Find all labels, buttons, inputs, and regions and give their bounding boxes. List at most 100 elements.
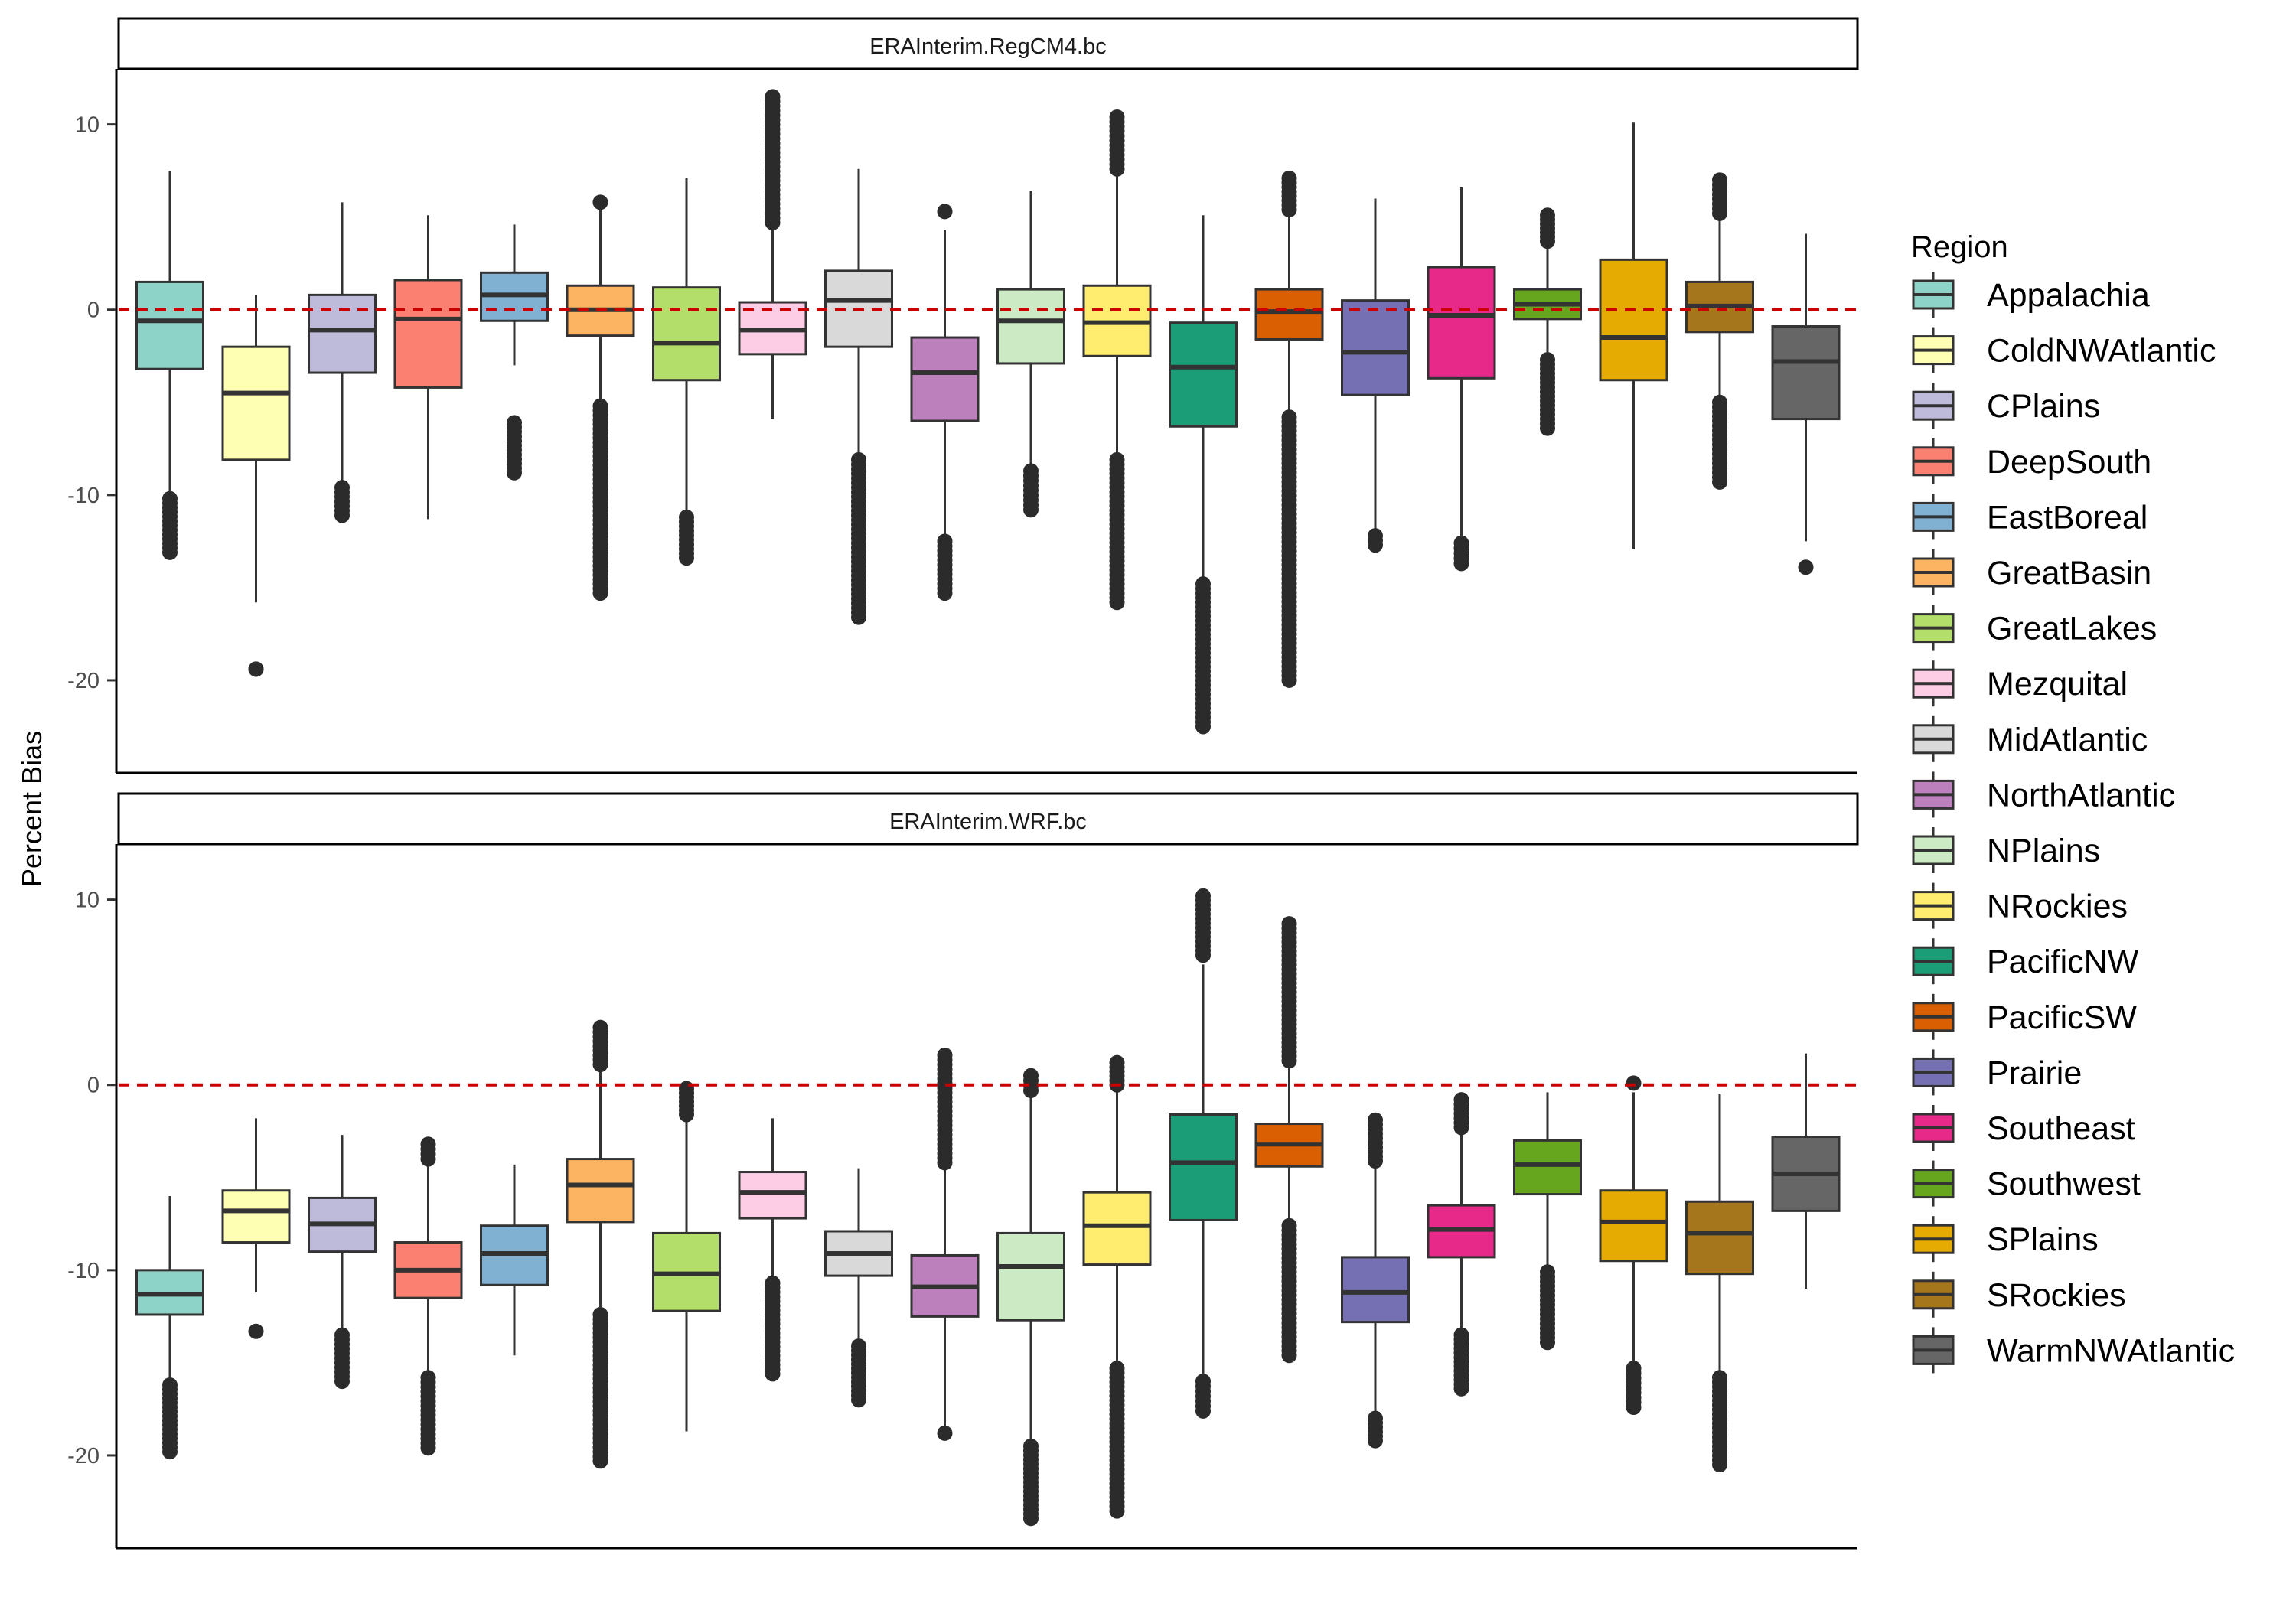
- box-prairie: [1341, 198, 1410, 553]
- legend-item-warmnwatlantic: WarmNWAtlantic: [1912, 1327, 2235, 1374]
- box-iqr: [996, 288, 1065, 365]
- outlier-point: [420, 1440, 436, 1456]
- box-eastboreal: [480, 1164, 549, 1356]
- outlier-point: [1023, 1083, 1039, 1098]
- outlier-point: [937, 585, 953, 601]
- box-nrockies: [1082, 109, 1152, 611]
- legend-label: PacificNW: [1987, 944, 2139, 980]
- legend-item-mezquital: Mezquital: [1912, 660, 2128, 707]
- legend-item-greatbasin: GreatBasin: [1912, 549, 2151, 595]
- outlier-point: [937, 1155, 953, 1171]
- box-iqr: [1599, 258, 1668, 382]
- box-coldnwatlantic: [221, 1118, 291, 1339]
- legend-item-appalachia: Appalachia: [1912, 272, 2150, 318]
- legend-title: Region: [1911, 230, 2008, 264]
- legend-item-prairie: Prairie: [1912, 1049, 2082, 1096]
- y-tick-label: -10: [67, 484, 99, 508]
- box-iqr: [1082, 1191, 1152, 1266]
- legend-item-deepsouth: DeepSouth: [1912, 438, 2151, 484]
- legend-item-cplains: CPlains: [1912, 383, 2100, 429]
- outlier-point: [1281, 202, 1297, 217]
- outlier-point: [1798, 559, 1814, 575]
- box-iqr: [1685, 1200, 1754, 1276]
- outlier-point: [1023, 1511, 1039, 1527]
- box-appalachia: [135, 1196, 204, 1460]
- box-greatlakes: [652, 178, 721, 566]
- outlier-point: [679, 550, 694, 566]
- outlier-point: [1453, 1120, 1469, 1136]
- legend-label: PacificSW: [1987, 999, 2137, 1036]
- legend-label: Southwest: [1987, 1166, 2141, 1203]
- y-tick-label: 10: [75, 888, 99, 913]
- outlier-point: [1712, 474, 1727, 490]
- box-iqr: [221, 1189, 291, 1244]
- outlier-point: [1626, 1400, 1642, 1415]
- facet-title: ERAInterim.WRF.bc: [889, 810, 1087, 834]
- facet-strip: [117, 17, 1859, 70]
- legend-item-northatlantic: NorthAtlantic: [1912, 771, 2175, 818]
- legend-label: GreatLakes: [1987, 611, 2157, 647]
- legend-item-splains: SPlains: [1912, 1216, 2099, 1263]
- box-iqr: [1599, 1189, 1668, 1263]
- outlier-point: [1540, 1335, 1555, 1351]
- outlier-point: [507, 464, 522, 481]
- legend-item-midatlantic: MidAtlantic: [1912, 715, 2148, 762]
- box-mezquital: [738, 1118, 807, 1382]
- box-nplains: [996, 191, 1065, 518]
- y-tick-label: 10: [75, 113, 99, 138]
- outlier-point: [679, 1107, 694, 1123]
- outlier-point: [765, 1366, 781, 1382]
- box-iqr: [1169, 321, 1238, 428]
- outlier-point: [1281, 1348, 1297, 1364]
- y-tick-label: 0: [87, 1074, 99, 1098]
- legend-label: NRockies: [1987, 888, 2128, 925]
- outlier-point: [420, 1151, 436, 1167]
- panel-regcm4: ERAInterim.RegCM4.bc 10 0 -10 -20: [67, 17, 1859, 774]
- legend-item-pacificnw: PacificNW: [1912, 938, 2139, 985]
- box-southwest: [1513, 207, 1582, 436]
- box-iqr: [1169, 1113, 1238, 1221]
- outlier-point: [1109, 1503, 1125, 1519]
- outlier-point: [851, 609, 866, 625]
- outlier-point: [1109, 161, 1125, 177]
- legend-label: Southeast: [1987, 1110, 2135, 1147]
- box-splains: [1599, 1075, 1668, 1415]
- outlier-point: [162, 1444, 178, 1460]
- box-iqr: [910, 336, 980, 422]
- box-iqr: [1771, 325, 1841, 421]
- legend-item-nrockies: NRockies: [1912, 882, 2128, 929]
- box-coldnwatlantic: [221, 295, 291, 677]
- box-pacificnw: [1169, 215, 1238, 735]
- outlier-point: [248, 1323, 264, 1339]
- outlier-point: [334, 1374, 350, 1390]
- box-iqr: [221, 345, 291, 461]
- box-iqr: [1341, 1256, 1410, 1324]
- box-appalachia: [135, 171, 204, 560]
- facet-strip: [117, 792, 1859, 846]
- outlier-point: [592, 194, 608, 210]
- box-pacificsw: [1254, 916, 1324, 1364]
- outlier-point: [1368, 1433, 1383, 1449]
- box-iqr: [308, 293, 377, 374]
- box-greatlakes: [652, 1081, 721, 1432]
- outlier-point: [592, 585, 608, 601]
- outlier-point: [1453, 556, 1469, 572]
- box-deepsouth: [393, 1136, 463, 1456]
- legend-label: ColdNWAtlantic: [1987, 333, 2216, 370]
- outlier-point: [937, 1425, 953, 1441]
- legend-label: CPlains: [1987, 388, 2100, 425]
- outlier-point: [765, 214, 781, 230]
- box-pacificnw: [1169, 888, 1238, 1419]
- facet-title: ERAInterim.RegCM4.bc: [869, 34, 1106, 59]
- legend-label: NPlains: [1987, 833, 2100, 869]
- box-northatlantic: [910, 1048, 980, 1441]
- box-pacificsw: [1254, 170, 1324, 688]
- legend-label: MidAtlantic: [1987, 722, 2148, 758]
- panel-wrf: ERAInterim.WRF.bc 10 0 -10 -20: [67, 792, 1859, 1550]
- legend-item-eastboreal: EastBoreal: [1912, 494, 2148, 540]
- plot-area: 10 0 -10 -20: [67, 69, 1857, 774]
- box-iqr: [1513, 1139, 1582, 1196]
- box-nrockies: [1082, 1054, 1152, 1519]
- outlier-point: [1453, 1380, 1469, 1397]
- outlier-point: [1023, 502, 1039, 518]
